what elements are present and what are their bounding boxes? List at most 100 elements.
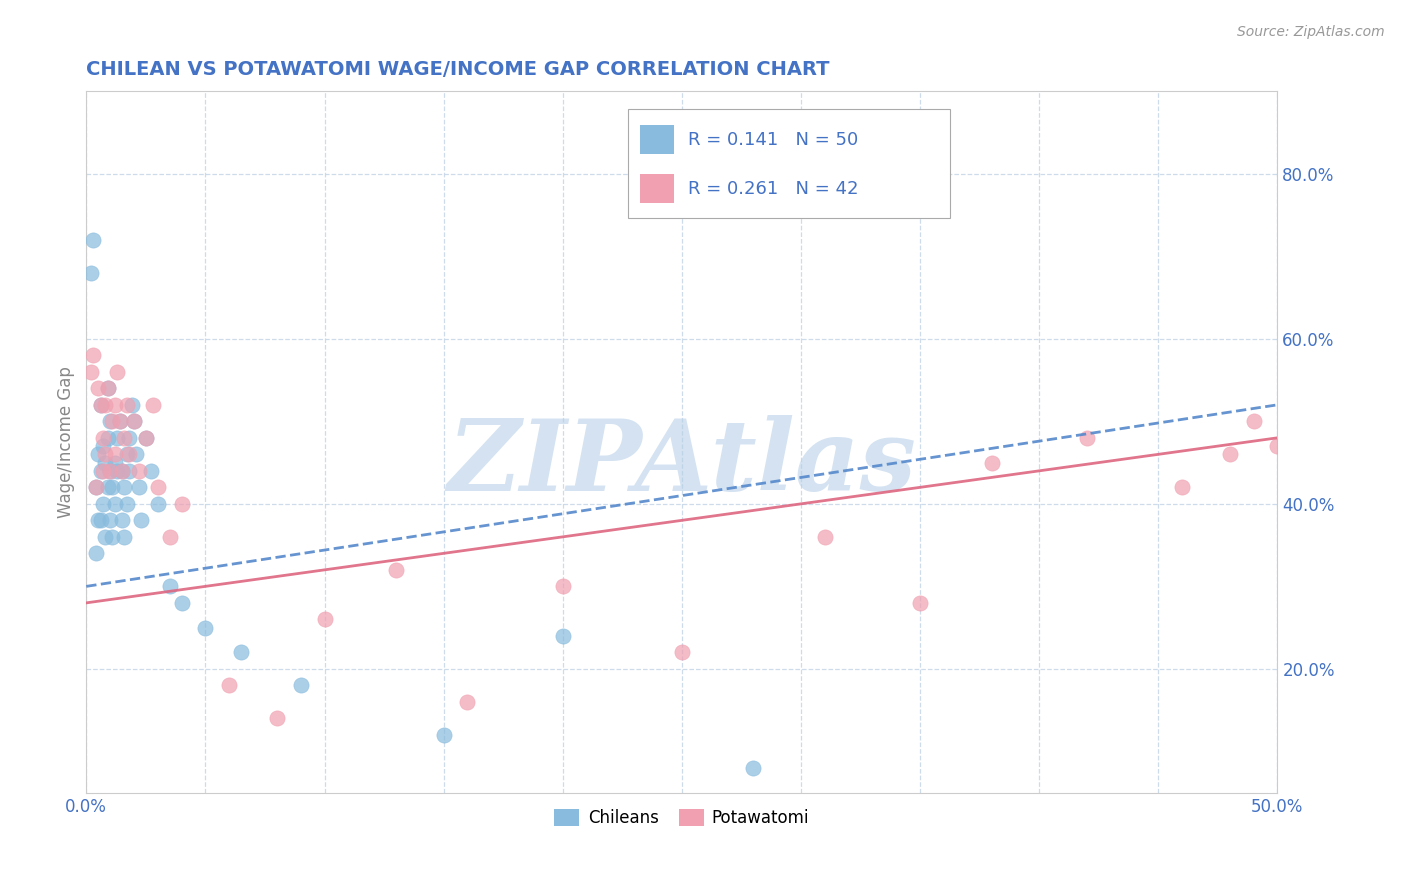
- Point: [104, 497, 127, 511]
- Point: [115, 497, 138, 511]
- Point: [980, 456, 1002, 470]
- Point: [108, 414, 131, 428]
- Point: [218, 678, 240, 692]
- Point: [82, 348, 104, 362]
- Point: [108, 414, 131, 428]
- Point: [91, 497, 114, 511]
- Point: [94, 530, 117, 544]
- Point: [1171, 480, 1194, 494]
- Point: [98, 414, 121, 428]
- Point: [551, 579, 574, 593]
- Point: [742, 761, 765, 775]
- Point: [87, 513, 110, 527]
- Point: [146, 497, 169, 511]
- Point: [80, 365, 103, 379]
- Y-axis label: Wage/Income Gap: Wage/Income Gap: [58, 366, 75, 518]
- Point: [122, 414, 145, 428]
- Point: [80, 266, 103, 280]
- Point: [194, 621, 217, 635]
- Point: [385, 563, 408, 577]
- Point: [125, 447, 148, 461]
- Point: [456, 695, 478, 709]
- Point: [290, 678, 312, 692]
- Point: [98, 464, 121, 478]
- Point: [104, 447, 127, 461]
- Point: [101, 480, 124, 494]
- Point: [87, 447, 110, 461]
- Point: [170, 596, 193, 610]
- Point: [671, 645, 693, 659]
- Point: [111, 464, 134, 478]
- Point: [129, 513, 152, 527]
- Point: [112, 530, 135, 544]
- Point: [105, 365, 128, 379]
- Point: [111, 464, 134, 478]
- FancyBboxPatch shape: [640, 174, 673, 203]
- Point: [82, 233, 104, 247]
- Point: [118, 464, 141, 478]
- Point: [314, 612, 336, 626]
- Point: [84, 480, 107, 494]
- Point: [98, 513, 121, 527]
- Point: [142, 398, 165, 412]
- Point: [104, 456, 127, 470]
- Point: [121, 398, 143, 412]
- Point: [101, 530, 124, 544]
- Point: [91, 439, 114, 453]
- Point: [135, 431, 157, 445]
- Text: CHILEAN VS POTAWATOMI WAGE/INCOME GAP CORRELATION CHART: CHILEAN VS POTAWATOMI WAGE/INCOME GAP CO…: [86, 60, 830, 78]
- Point: [135, 431, 157, 445]
- Point: [105, 431, 128, 445]
- Text: ZIPAtlas: ZIPAtlas: [447, 415, 917, 511]
- Point: [128, 464, 150, 478]
- Point: [814, 530, 837, 544]
- Point: [98, 464, 121, 478]
- Text: R = 0.141   N = 50: R = 0.141 N = 50: [688, 130, 858, 149]
- Point: [266, 711, 288, 725]
- Point: [101, 414, 124, 428]
- Point: [231, 645, 253, 659]
- Point: [146, 480, 169, 494]
- Point: [115, 447, 138, 461]
- Point: [1267, 439, 1289, 453]
- Point: [112, 480, 135, 494]
- Point: [97, 381, 120, 395]
- Point: [91, 431, 114, 445]
- FancyBboxPatch shape: [640, 125, 673, 154]
- Point: [115, 398, 138, 412]
- Point: [90, 513, 112, 527]
- Point: [551, 629, 574, 643]
- Point: [112, 431, 135, 445]
- Point: [84, 546, 107, 560]
- Point: [97, 381, 120, 395]
- Point: [118, 447, 141, 461]
- Point: [97, 480, 120, 494]
- Point: [90, 398, 112, 412]
- Point: [1219, 447, 1241, 461]
- Text: Source: ZipAtlas.com: Source: ZipAtlas.com: [1237, 25, 1385, 39]
- Point: [94, 447, 117, 461]
- Point: [90, 398, 112, 412]
- Point: [128, 480, 150, 494]
- Point: [433, 728, 456, 742]
- Point: [122, 414, 145, 428]
- Legend: Chileans, Potawatomi: Chileans, Potawatomi: [548, 802, 815, 833]
- Point: [1243, 414, 1265, 428]
- Point: [1076, 431, 1098, 445]
- Text: R = 0.261   N = 42: R = 0.261 N = 42: [688, 180, 858, 198]
- Point: [97, 431, 120, 445]
- Point: [170, 497, 193, 511]
- FancyBboxPatch shape: [628, 109, 950, 218]
- Point: [91, 464, 114, 478]
- Point: [159, 579, 181, 593]
- Point: [908, 596, 931, 610]
- Point: [105, 464, 128, 478]
- Point: [111, 513, 134, 527]
- Point: [118, 431, 141, 445]
- Point: [90, 464, 112, 478]
- Point: [87, 381, 110, 395]
- Point: [159, 530, 181, 544]
- Point: [139, 464, 162, 478]
- Point: [94, 456, 117, 470]
- Point: [84, 480, 107, 494]
